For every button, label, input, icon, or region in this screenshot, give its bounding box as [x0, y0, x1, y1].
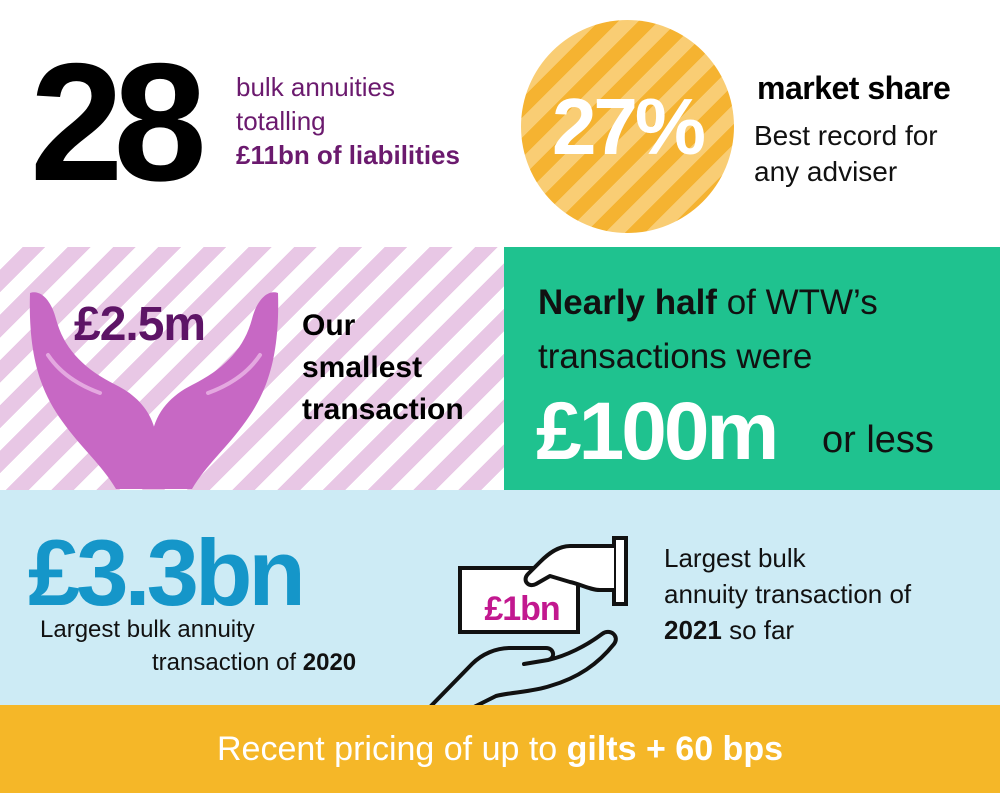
- largest-2021-label: Largest bulk annuity transaction of 2021…: [664, 540, 911, 648]
- nearly-half-line2: transactions were: [538, 337, 813, 376]
- annuities-description: bulk annuities totalling £11bn of liabil…: [236, 70, 460, 172]
- smallest-transaction-panel: £2.5m Our smallest transaction: [0, 247, 504, 490]
- annuities-line1: bulk annuities: [236, 72, 395, 102]
- nearly-half-bold: Nearly half: [538, 283, 717, 322]
- pricing-bold: gilts + 60 bps: [566, 730, 783, 768]
- annuities-line2: totalling: [236, 106, 326, 136]
- smallest-line3: transaction: [302, 393, 464, 426]
- annuities-line3: £11bn of liabilities: [236, 140, 460, 170]
- open-hands-icon: [29, 292, 279, 489]
- largest-2020-line2: transaction of 2020: [152, 649, 357, 676]
- hand-giving-banknote-icon: [429, 536, 628, 705]
- largest-2021-line1: Largest bulk: [664, 543, 806, 573]
- top-stats-row: 28 bulk annuities totalling £11bn of lia…: [0, 0, 1000, 247]
- market-share-description: Best record for any adviser: [754, 118, 938, 190]
- smallest-line1: Our: [302, 309, 356, 342]
- smallest-transaction-label: Our smallest transaction: [302, 305, 464, 431]
- nearly-half-suffix: or less: [822, 419, 934, 461]
- annuities-count: 28: [30, 28, 207, 216]
- nearly-half-line1: Nearly half of WTW’s: [538, 283, 878, 323]
- market-share-title: market share: [757, 70, 951, 106]
- smallest-transaction-value: £2.5m: [74, 298, 206, 351]
- market-share-line2: any adviser: [754, 156, 898, 187]
- market-share-line1: Best record for: [754, 120, 938, 151]
- nearly-half-value: £100m: [536, 386, 779, 477]
- nearly-half-rest: of WTW’s: [716, 283, 878, 322]
- pricing-prefix: Recent pricing of up to: [216, 730, 567, 768]
- largest-transactions-row: £3.3bn Largest bulk annuity transaction …: [0, 490, 1000, 705]
- largest-2020-line1: Largest bulk annuity: [40, 616, 255, 643]
- largest-2021-line3: 2021 so far: [664, 615, 795, 645]
- smallest-line2: smallest: [302, 351, 423, 384]
- largest-2020-value: £3.3bn: [28, 520, 306, 625]
- largest-2020-year: 2020: [302, 649, 357, 676]
- largest-2021-line2: annuity transaction of: [664, 579, 912, 609]
- market-share-value: 27%: [551, 82, 706, 171]
- largest-2021-year: 2021: [664, 615, 722, 645]
- banknote-value: £1bn: [484, 590, 560, 628]
- nearly-half-panel: Nearly half of WTW’s transactions were £…: [504, 247, 1000, 490]
- pricing-text: Recent pricing of up to gilts + 60 bps: [0, 705, 1000, 793]
- pricing-bar: Recent pricing of up to gilts + 60 bps: [0, 705, 1000, 793]
- market-share-circle: 27%: [521, 20, 734, 233]
